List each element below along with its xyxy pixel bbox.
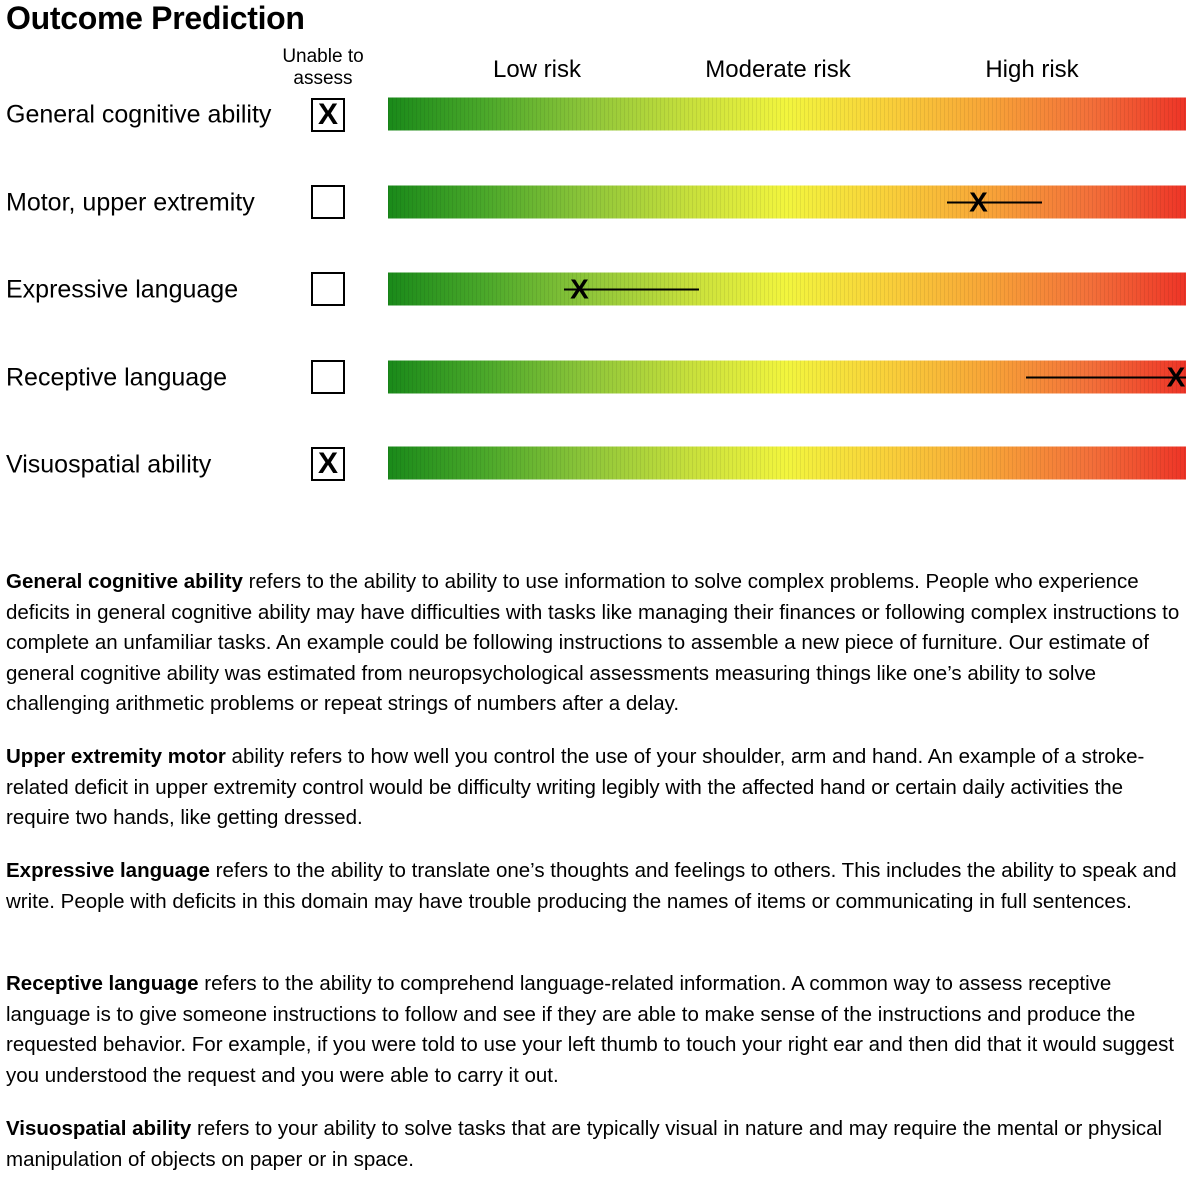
row-label-visuospatial-ability: Visuospatial ability [6, 450, 212, 479]
risk-interval-line [563, 288, 700, 290]
description-visuospatial-ability: Visuospatial ability refers to your abil… [6, 1114, 1190, 1175]
risk-interval-line [1026, 376, 1186, 378]
risk-bar-general-cognitive [388, 97, 1186, 131]
unable-checkbox-general-cognitive[interactable]: X [311, 98, 345, 132]
unable-checkbox-receptive-language[interactable] [311, 360, 345, 394]
row-label-expressive-language: Expressive language [6, 275, 239, 304]
low-risk-label: Low risk [492, 56, 582, 83]
unable-checkbox-visuospatial-ability[interactable]: X [311, 447, 345, 481]
risk-bar-receptive-language: X [388, 360, 1186, 394]
unable-checkbox-motor-upper-extremity[interactable] [311, 185, 345, 219]
description-text: ability refers to how well you control t… [6, 745, 1145, 829]
description-term: Expressive language [6, 859, 210, 882]
description-term: Receptive language [6, 972, 199, 995]
description-term: Upper extremity motor [6, 745, 226, 768]
risk-bar-motor-upper-extremity: X [388, 185, 1186, 219]
risk-estimate-marker: X [570, 273, 589, 304]
risk-bar-visuospatial-ability [388, 446, 1186, 480]
unable-checkbox-expressive-language[interactable] [311, 272, 345, 306]
description-upper-extremity-motor: Upper extremity motor ability refers to … [6, 742, 1190, 834]
page-title: Outcome Prediction [6, 0, 305, 36]
risk-bar-expressive-language: X [388, 272, 1186, 306]
high-risk-label: High risk [985, 56, 1079, 83]
description-text: refers to your ability to solve tasks th… [6, 1117, 1163, 1171]
risk-estimate-marker: X [969, 186, 988, 217]
moderate-risk-label: Moderate risk [705, 56, 851, 83]
risk-estimate-marker: X [1166, 361, 1186, 392]
unable-to-assess-header: Unable to assess [282, 46, 364, 89]
description-term: Visuospatial ability [6, 1117, 192, 1140]
description-receptive-language: Receptive language refers to the ability… [6, 969, 1190, 1091]
row-label-general-cognitive: General cognitive ability [6, 100, 272, 129]
description-text: refers to the ability to ability to use … [6, 570, 1180, 715]
description-term: General cognitive ability [6, 570, 243, 593]
row-label-motor-upper-extremity: Motor, upper extremity [6, 188, 255, 217]
description-general-cognitive: General cognitive ability refers to the … [6, 567, 1190, 720]
description-text: refers to the ability to comprehend lang… [6, 972, 1175, 1087]
risk-interval-line [946, 201, 1043, 203]
row-label-receptive-language: Receptive language [6, 363, 227, 392]
description-text: refers to the ability to translate one’s… [6, 859, 1177, 913]
description-expressive-language: Expressive language refers to the abilit… [6, 856, 1190, 917]
